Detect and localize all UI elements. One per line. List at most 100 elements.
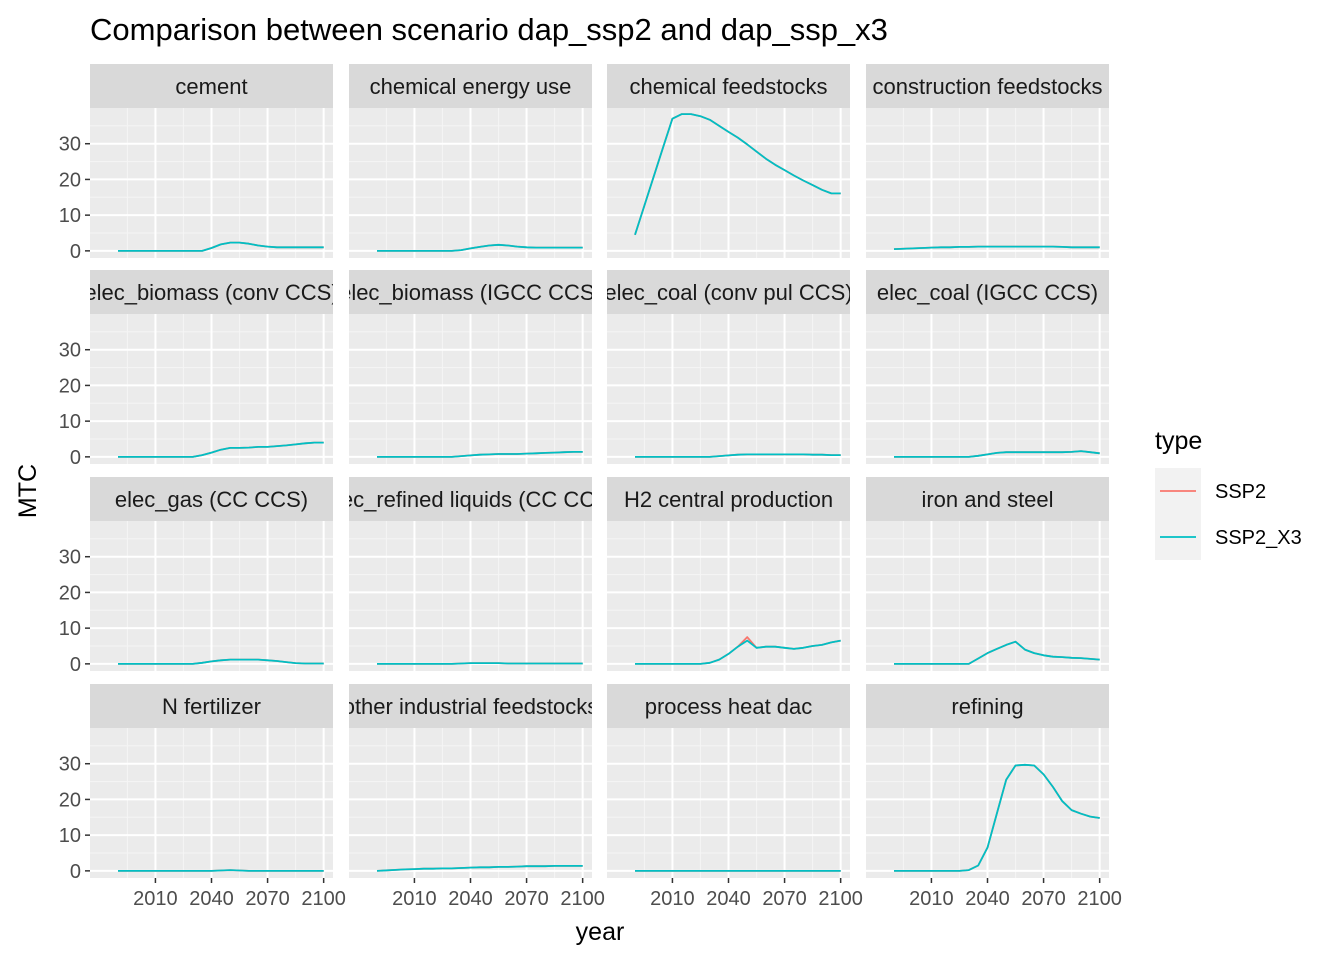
series-line-ssp2-x3 bbox=[377, 450, 583, 458]
facet-strip bbox=[607, 684, 850, 728]
facet-panel-h2-central-production: H2 central production bbox=[607, 477, 850, 671]
y-tick-label: 30 bbox=[59, 134, 81, 156]
series-line-ssp2-x3 bbox=[118, 658, 324, 665]
facet-strip bbox=[349, 684, 592, 728]
x-tick-label: 2010 bbox=[650, 888, 695, 910]
series-line-ssp2-x3 bbox=[118, 869, 324, 872]
facet-panel-other-industrial-feedstocks: other industrial feedstocks 2010 2040 2070 2… bbox=[343, 684, 605, 910]
facet-strip bbox=[866, 684, 1109, 728]
x-tick-label: 2040 bbox=[189, 888, 234, 910]
facet-strip-label: chemical feedstocks bbox=[629, 74, 827, 99]
facet-strip-label: elec_biomass (IGCC CCS) bbox=[339, 280, 602, 305]
y-axis-title: MTC bbox=[14, 464, 42, 518]
facet-strip bbox=[607, 270, 850, 314]
x-tick-label: 2040 bbox=[448, 888, 493, 910]
series-line-ssp2-x3 bbox=[377, 243, 583, 252]
facet-strip-label: iron and steel bbox=[921, 487, 1053, 512]
facet-strip-label: cement bbox=[175, 74, 247, 99]
y-tick-label: 30 bbox=[59, 340, 81, 362]
facet-panel-construction-feedstocks: construction feedstocks bbox=[866, 64, 1109, 258]
facet-strip bbox=[866, 64, 1109, 108]
facet-strip-label: H2 central production bbox=[624, 487, 833, 512]
series-line-ssp2-x3 bbox=[894, 450, 1100, 458]
series-line-ssp2-x3 bbox=[634, 113, 841, 236]
y-tick-label: 10 bbox=[59, 618, 81, 640]
y-tick-label: 0 bbox=[70, 447, 81, 469]
facet-strip-label: elec_biomass (conv CCS) bbox=[84, 280, 338, 305]
facet-strip-label: elec_coal (conv pul CCS) bbox=[604, 280, 852, 305]
x-tick-label: 2070 bbox=[1021, 888, 1066, 910]
facet-strip bbox=[607, 477, 850, 521]
facet-strip bbox=[866, 270, 1109, 314]
facet-panel-chemical-energy-use: chemical energy use bbox=[349, 64, 592, 258]
series-line-ssp2-x3 bbox=[894, 763, 1100, 872]
facet-strip bbox=[607, 64, 850, 108]
facet-strip bbox=[349, 270, 592, 314]
facet-strip bbox=[349, 64, 592, 108]
series-line-ssp2-x3 bbox=[635, 453, 841, 458]
facet-panel-process-heat-dac: process heat dac 2010 2040 2070 2100 bbox=[607, 684, 863, 910]
facet-panels: cement 0 10 20 30 chemical energy use chemical… bbox=[59, 64, 1122, 910]
x-tick-label: 2070 bbox=[245, 888, 290, 910]
chart-title: Comparison between scenario dap_ssp2 and… bbox=[90, 12, 888, 47]
y-tick-label: 10 bbox=[59, 825, 81, 847]
y-tick-label: 20 bbox=[59, 375, 81, 397]
facet-strip-label: chemical energy use bbox=[370, 74, 572, 99]
facet-strip-label: elec_refined liquids (CC CCS) bbox=[324, 487, 617, 512]
facet-strip-label: refining bbox=[951, 694, 1023, 719]
y-tick-label: 20 bbox=[59, 789, 81, 811]
x-tick-label: 2070 bbox=[504, 888, 549, 910]
y-tick-label: 0 bbox=[70, 654, 81, 676]
series-line-ssp2-x3 bbox=[635, 639, 841, 665]
facet-panel-elec-biomass-conv-ccs: elec_biomass (conv CCS) 0 10 20 30 bbox=[59, 270, 338, 469]
facet-panel-elec-biomass-igcc-ccs: elec_biomass (IGCC CCS) bbox=[339, 270, 602, 464]
x-tick-label: 2100 bbox=[818, 888, 863, 910]
facet-strip-label: construction feedstocks bbox=[873, 74, 1103, 99]
series-line-ssp2-x3 bbox=[118, 241, 324, 252]
facet-strip-label: other industrial feedstocks bbox=[343, 694, 599, 719]
series-line-ssp2-x3 bbox=[118, 441, 324, 458]
x-tick-label: 2070 bbox=[762, 888, 807, 910]
x-axis-title: year bbox=[576, 918, 625, 946]
y-tick-label: 30 bbox=[59, 547, 81, 569]
y-tick-label: 20 bbox=[59, 169, 81, 191]
facet-strip-label: elec_coal (IGCC CCS) bbox=[877, 280, 1098, 305]
x-tick-label: 2010 bbox=[392, 888, 437, 910]
series-line-ssp2-x3 bbox=[376, 865, 583, 872]
y-tick-label: 10 bbox=[59, 411, 81, 433]
facet-panel-elec-coal-igcc-ccs: elec_coal (IGCC CCS) bbox=[866, 270, 1109, 464]
facet-strip-label: process heat dac bbox=[645, 694, 813, 719]
facet-panel-cement: cement 0 10 20 30 bbox=[59, 64, 333, 263]
facet-strip bbox=[90, 270, 333, 314]
y-tick-label: 30 bbox=[59, 754, 81, 776]
legend-item-ssp2: SSP2 bbox=[1155, 468, 1266, 514]
facet-panel-refining: refining 2010 2040 2070 2100 bbox=[866, 684, 1122, 910]
facet-panel-iron-and-steel: iron and steel bbox=[866, 477, 1109, 671]
facet-panel-elec-gas-cc-ccs: elec_gas (CC CCS) 0 10 20 30 bbox=[59, 477, 333, 676]
facet-panel-elec-refined-liquids-cc-ccs: elec_refined liquids (CC CCS) bbox=[324, 477, 617, 671]
facet-strip bbox=[90, 684, 333, 728]
y-tick-label: 0 bbox=[70, 241, 81, 263]
x-tick-label: 2100 bbox=[301, 888, 346, 910]
facet-strip bbox=[866, 477, 1109, 521]
series-line-ssp2-x3 bbox=[894, 640, 1100, 665]
x-tick-label: 2040 bbox=[965, 888, 1010, 910]
facet-panel-chemical-feedstocks: chemical feedstocks bbox=[607, 64, 850, 258]
x-tick-label: 2010 bbox=[133, 888, 178, 910]
facet-strip-label: elec_gas (CC CCS) bbox=[115, 487, 308, 512]
facet-strip bbox=[90, 64, 333, 108]
legend-label: SSP2 bbox=[1215, 481, 1266, 503]
x-tick-label: 2010 bbox=[909, 888, 954, 910]
facet-strip-label: N fertilizer bbox=[162, 694, 261, 719]
series-line-ssp2-x3 bbox=[893, 245, 1100, 250]
series-line-ssp2-x3 bbox=[377, 662, 583, 665]
facet-panel-elec-coal-conv-pul-ccs: elec_coal (conv pul CCS) bbox=[604, 270, 852, 464]
y-tick-label: 0 bbox=[70, 861, 81, 883]
x-tick-label: 2100 bbox=[560, 888, 605, 910]
y-tick-label: 20 bbox=[59, 582, 81, 604]
legend-title: type bbox=[1155, 427, 1202, 455]
facet-strip bbox=[90, 477, 333, 521]
y-tick-label: 10 bbox=[59, 205, 81, 227]
